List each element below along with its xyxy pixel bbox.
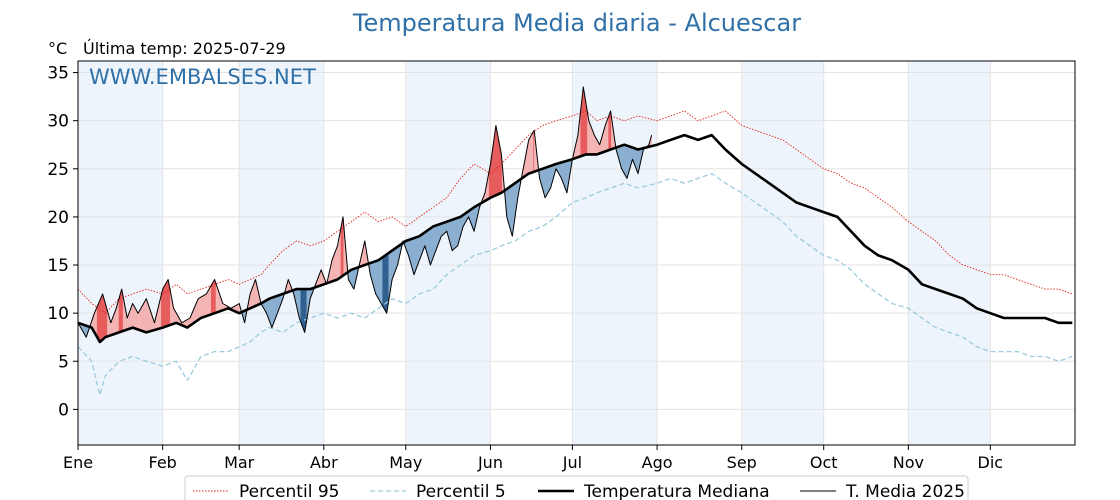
y-tick-label: 20	[47, 208, 69, 228]
series-line-t-media-2025	[77, 86, 653, 338]
x-tick-label-dic: Dic	[978, 453, 1004, 472]
x-tick-label-jun: Jun	[477, 453, 503, 472]
chart-title: Temperatura Media diaria - Alcuescar	[352, 9, 801, 37]
x-tick-label-abr: Abr	[310, 453, 338, 472]
y-tick-label: 15	[47, 256, 69, 276]
y-tick-label: 10	[47, 304, 69, 324]
unit-label: °C	[48, 39, 67, 58]
series-line-temperatura-mediana	[77, 133, 1073, 344]
x-tick-label-feb: Feb	[149, 453, 177, 472]
watermark: WWW.EMBALSES.NET	[89, 65, 316, 89]
series-line-percentil-95	[77, 110, 1073, 314]
last-temp-label: Última temp: 2025-07-29	[83, 39, 286, 58]
legend-box	[184, 475, 969, 500]
x-tick-label-nov: Nov	[893, 453, 924, 472]
x-axis-ticks: Ene Feb Mar Abr May Jun Jul Ago Sep Oct Nov Dic	[63, 445, 1003, 472]
y-tick-label: 35	[47, 64, 69, 84]
x-tick-label-ago: Ago	[642, 453, 673, 472]
y-tick-label: 5	[58, 352, 69, 372]
month-band-nov	[908, 61, 991, 445]
legend-label: Percentil 95	[239, 482, 339, 500]
y-tick-label: 30	[47, 112, 69, 132]
legend-label: Percentil 5	[416, 482, 506, 500]
series-line-percentil-5	[77, 172, 1073, 396]
plot-frame	[77, 60, 1076, 446]
y-axis-ticks: 0 5 10 15 20 25 30 35	[47, 64, 78, 420]
month-band-ene	[78, 61, 163, 445]
x-tick-label-mar: Mar	[224, 453, 255, 472]
month-band-sep	[741, 61, 824, 445]
x-tick-label-jul: Jul	[562, 453, 582, 472]
grid-lines	[77, 61, 1075, 445]
month-band-mar	[239, 61, 324, 445]
legend-label: T. Media 2025	[845, 482, 965, 500]
y-tick-label: 0	[58, 400, 69, 420]
anomaly-fills	[77, 86, 652, 343]
x-tick-label-oct: Oct	[810, 453, 838, 472]
x-tick-label-sep: Sep	[727, 453, 757, 472]
x-tick-label-may: May	[389, 453, 422, 472]
x-tick-label-ene: Ene	[63, 453, 93, 472]
legend: Percentil 95 Percentil 5 Temperatura Media…	[184, 475, 969, 500]
y-tick-label: 25	[47, 160, 69, 180]
series-lines	[77, 86, 1073, 396]
month-bands	[78, 61, 991, 445]
legend-label: Temperatura Mediana	[583, 482, 770, 500]
